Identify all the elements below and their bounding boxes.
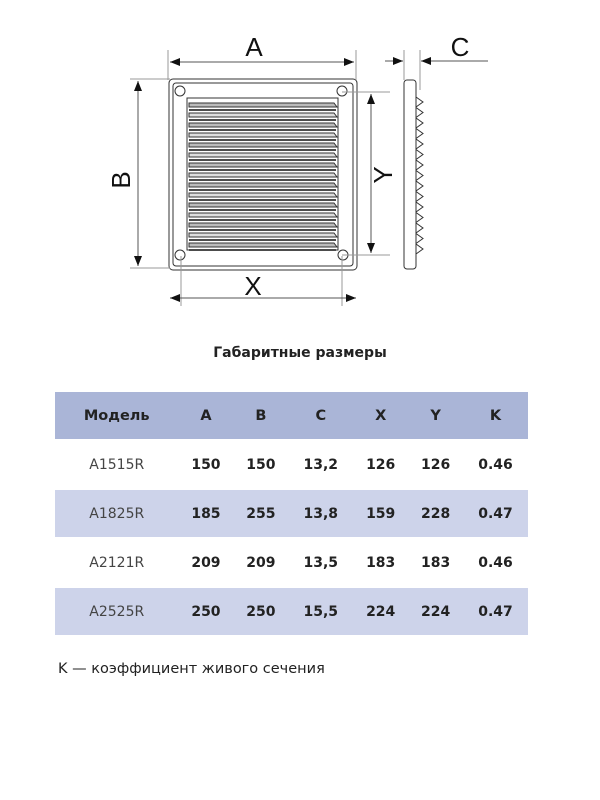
model-cell: A2121R [89, 554, 145, 571]
col-header: B [255, 407, 267, 424]
table-row: A1515R 150 150 13,2 126 126 0.46 [55, 440, 528, 489]
table-row: A2525R 250 250 15,5 224 224 0.47 [55, 587, 528, 635]
cell: 250 [246, 603, 276, 620]
cell: 228 [420, 505, 451, 522]
cell: 0.46 [478, 554, 513, 571]
grille-frame [168, 78, 358, 271]
footnote: K — коэффициент живого сечения [58, 661, 325, 677]
cell: 150 [246, 456, 276, 473]
model-cell: A2525R [89, 603, 145, 620]
cell: 209 [191, 554, 221, 571]
dimensions-table: Модель A B C X Y K A1515R 150 150 13,2 126 12… [55, 392, 528, 635]
table-row: A1825R 185 255 13,8 159 228 0.47 [55, 489, 528, 538]
col-header: A [200, 407, 212, 424]
label-x: X [244, 271, 261, 301]
col-header: Y [430, 407, 441, 424]
page-title: Габаритные размеры [213, 345, 387, 361]
label-c: C [451, 32, 470, 62]
cell: 185 [191, 505, 221, 522]
label-b: B [106, 171, 136, 188]
cell: 183 [366, 554, 396, 571]
cell: 126 [366, 456, 396, 473]
col-header: K [489, 407, 502, 424]
model-cell: A1825R [89, 505, 145, 522]
cell: 250 [191, 603, 221, 620]
model-cell: A1515R [89, 456, 145, 473]
cell: 13,5 [303, 554, 339, 571]
cell: 255 [246, 505, 276, 522]
cell: 0.46 [478, 456, 513, 473]
cell: 159 [366, 505, 396, 522]
cell: 13,8 [303, 505, 339, 522]
cell: 224 [420, 603, 451, 620]
cell: 15,5 [303, 603, 339, 620]
cell: 209 [246, 554, 276, 571]
grille-side-view [403, 79, 417, 270]
cell: 0.47 [478, 505, 513, 522]
grille-dimension-drawing: A X C B Y [106, 32, 488, 306]
cell: 224 [366, 603, 396, 620]
cell: 0.47 [478, 603, 513, 620]
col-header: X [375, 407, 387, 424]
cell: 13,2 [303, 456, 339, 473]
label-y: Y [368, 166, 398, 183]
table-header-row: Модель A B C X Y K [55, 392, 528, 440]
cell: 126 [420, 456, 451, 473]
col-header: Модель [83, 407, 150, 424]
cell: 150 [191, 456, 221, 473]
col-header: C [315, 407, 327, 424]
table-row: A2121R 209 209 13,5 183 183 0.46 [55, 538, 528, 587]
cell: 183 [420, 554, 451, 571]
label-a: A [245, 32, 263, 62]
